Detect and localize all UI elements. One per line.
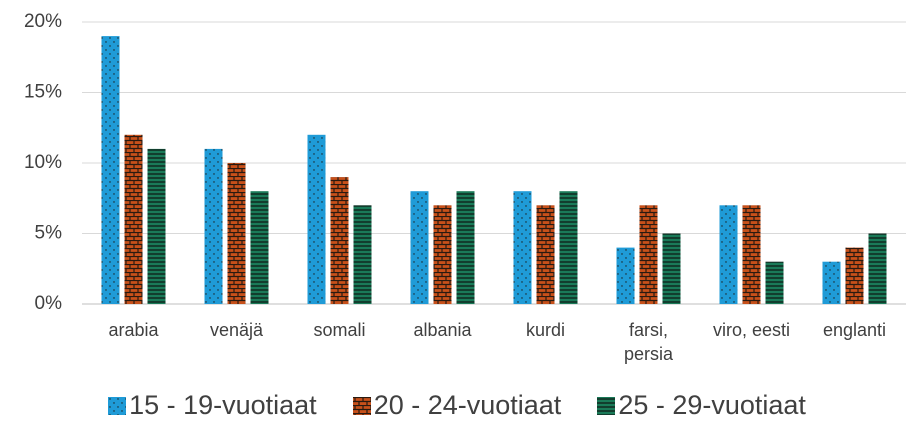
bar [124,134,143,304]
legend-item: 15 - 19-vuotiaat [108,390,317,421]
bar [101,36,120,304]
bar [616,247,635,304]
legend-swatch [108,396,127,415]
bar [513,191,532,304]
bar [719,205,738,304]
legend: 15 - 19-vuotiaat 20 - 24-vuotiaat 25 - 29-… [0,390,914,421]
bar [822,261,841,304]
x-tick-label: farsi, persia [623,320,674,364]
legend-label: 15 - 19-vuotiaat [129,390,317,420]
x-tick-label: venäjä [209,320,264,340]
bar [662,233,681,304]
y-tick-label: 15% [24,82,62,103]
legend-swatch [352,396,371,415]
x-tick-label: viro, eesti [712,320,791,340]
bar [147,148,166,304]
y-tick-label: 10% [24,152,62,173]
bar [227,163,246,304]
bar [204,148,223,304]
x-tick-label: kurdi [525,320,565,340]
bar [765,261,784,304]
y-tick-label: 0% [35,293,63,314]
legend-item: 20 - 24-vuotiaat [352,390,562,421]
legend-item: 25 - 29-vuotiaat [597,390,806,421]
bar [433,205,452,304]
bar [536,205,555,304]
x-tick-label: arabia [108,320,159,340]
bar [845,247,864,304]
legend-label: 20 - 24-vuotiaat [373,390,562,420]
x-tick-label: somali [313,320,366,340]
bar [410,191,429,304]
y-tick-label: 5% [35,223,63,244]
bar [868,233,887,304]
bar [559,191,578,304]
bar [456,191,475,304]
bar [639,205,658,304]
bar [307,134,326,304]
bar [353,205,372,304]
legend-swatch [597,396,616,415]
y-tick-label: 20% [24,11,62,32]
x-tick-label: albania [413,320,472,340]
bar [250,191,269,304]
x-tick-label: englanti [822,320,887,340]
bar [742,205,761,304]
bar [330,177,349,304]
legend-label: 25 - 29-vuotiaat [618,390,806,420]
